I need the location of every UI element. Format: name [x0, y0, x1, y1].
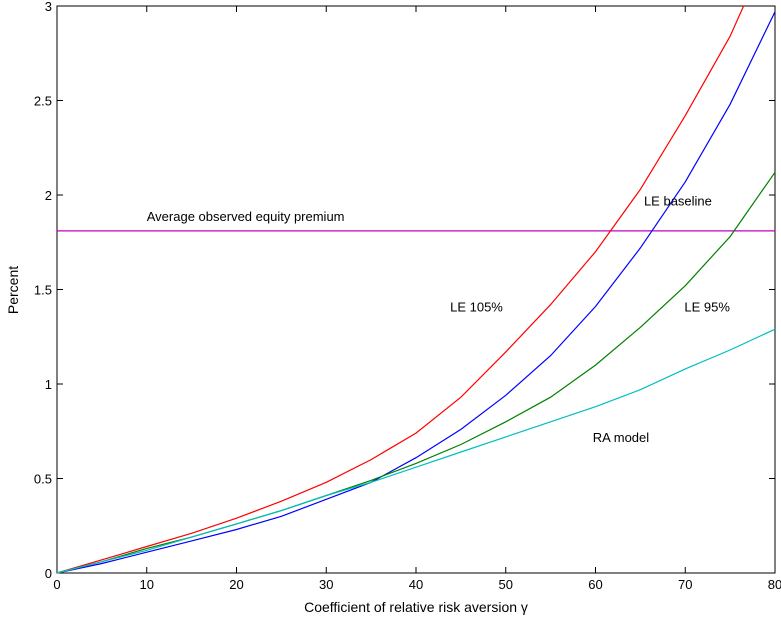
x-tick-label: 30 — [319, 577, 333, 592]
annotation-label: RA model — [593, 430, 649, 445]
x-tick-label: 70 — [678, 577, 692, 592]
x-tick-label: 0 — [53, 577, 60, 592]
x-axis-label: Coefficient of relative risk aversion γ — [304, 599, 528, 615]
y-tick-label: 0.5 — [34, 472, 52, 487]
series-line-le-105 — [56, 5, 745, 574]
x-tick-label: 10 — [140, 577, 154, 592]
annotation-label: LE 95% — [684, 300, 730, 315]
x-tick-label: 80 — [768, 577, 781, 592]
series-line-ra-model — [56, 328, 776, 574]
y-tick-label: 0 — [45, 566, 52, 581]
series-annotations: LE baseline LE 105% LE 95% RA model — [450, 194, 730, 445]
y-tick-label: 2 — [45, 188, 52, 203]
axis-ticks — [56, 5, 776, 574]
series-line-le-baseline — [56, 11, 776, 574]
x-tick-label: 40 — [409, 577, 423, 592]
x-tick-label: 20 — [229, 577, 243, 592]
y-tick-label: 1.5 — [34, 283, 52, 298]
x-tick-label: 60 — [588, 577, 602, 592]
annotation-label: LE 105% — [450, 300, 503, 315]
y-tick-label: 1 — [45, 377, 52, 392]
series-line-le-95 — [56, 171, 776, 574]
x-tick-label: 50 — [499, 577, 513, 592]
y-tick-label: 3 — [45, 0, 52, 14]
tick-labels: 0 10 20 30 40 50 60 70 80 0 0.5 1 1.5 2 2.5 3 — [34, 0, 781, 592]
y-tick-label: 2.5 — [34, 94, 52, 109]
y-axis-label: Percent — [5, 266, 21, 314]
annotation-label: LE baseline — [644, 194, 712, 209]
series-lines — [56, 5, 776, 574]
plot-area — [56, 5, 776, 574]
reference-line-label: Average observed equity premium — [147, 209, 345, 224]
